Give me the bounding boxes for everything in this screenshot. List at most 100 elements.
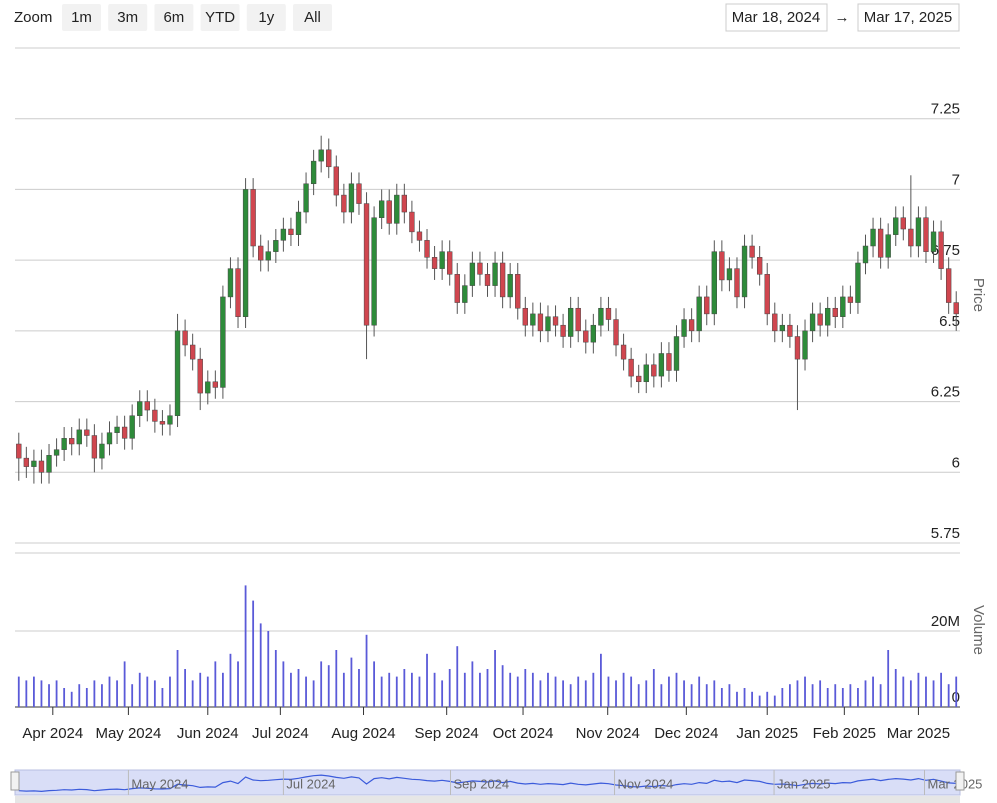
volume-bar [622,672,625,707]
candle-body [295,211,302,235]
candle-body [401,194,408,213]
candle-body [772,313,778,332]
volume-bar [501,665,504,707]
candle-body [923,217,929,252]
candle-body [900,217,906,230]
volume-bar [93,680,96,707]
volume-bar [819,680,822,707]
candle-body [560,324,566,337]
candle-body [182,330,188,346]
candle-body [144,401,150,411]
volume-bar [637,684,640,707]
volume-bar [773,695,776,707]
date-to-box[interactable] [857,3,960,32]
candle-body [704,296,710,315]
zoom-button[interactable] [246,4,286,31]
volume-bar [123,661,126,707]
volume-bar [411,672,413,707]
zoom-button[interactable] [108,4,148,31]
x-tick-label: Dec 2024 [654,725,718,742]
zoom-button-label[interactable]: All [304,9,321,26]
volume-bar [804,676,806,707]
volume-bar [940,672,942,707]
date-to[interactable]: Mar 17, 2025 [864,9,952,26]
zoom-button-label[interactable]: YTD [205,9,235,26]
candle-body [930,231,937,252]
x-tick-label: Jul 2024 [252,725,309,742]
volume-bar [342,672,345,707]
candle-body [613,319,619,346]
date-from-box[interactable] [725,3,828,32]
navigator-handle[interactable] [955,771,965,791]
volume-bar [690,684,693,707]
volume-bar [191,680,194,707]
navigator-label: Jan 2025 [777,776,831,791]
volume-bar [206,676,209,707]
y-tick-label: 6.25 [931,384,960,401]
candle-body [273,240,279,252]
zoom-button[interactable] [154,4,194,31]
candle-body [106,432,113,445]
candle-body [651,364,657,377]
volume-bar [698,676,701,707]
y-tick-label: 7 [952,171,960,188]
candle-body [764,274,770,315]
candle-body [522,307,528,326]
candle-body [908,228,914,247]
scrollbar[interactable] [15,796,960,803]
zoom-button[interactable] [62,4,101,31]
candle-body [378,200,385,218]
zoom-button[interactable] [200,4,240,31]
volume-bar [524,669,527,707]
volume-bar [358,669,360,707]
zoom-button-label[interactable]: 1m [71,9,92,26]
candle-body [341,194,347,213]
y-tick-label: 6 [952,454,960,471]
volume-bar [403,669,406,707]
candle-body [91,435,98,459]
volume-bar [554,676,557,707]
candle-body [658,353,665,377]
volume-bar [728,684,731,707]
volume-bar [630,676,633,707]
volume-bar [887,650,890,707]
candle-body [673,336,680,371]
candle-body [220,296,226,388]
volume-bar [456,646,459,707]
volume-bar [743,688,746,707]
candle-body [477,262,483,275]
volume-bar [85,688,88,707]
volume-bar [448,669,451,707]
volume-bar [373,661,375,707]
candle-body [121,426,128,439]
candle-body [809,313,816,332]
zoom-button-label[interactable]: 6m [163,9,184,26]
candle-body [575,307,581,332]
date-from[interactable]: Mar 18, 2024 [732,9,820,26]
volume-bar [252,600,255,707]
candle-body [492,262,498,286]
navigator-handle[interactable] [10,771,20,791]
zoom-button-label[interactable]: 3m [117,9,138,26]
zoom-button[interactable] [293,4,332,31]
volume-bar [222,672,224,707]
volume-bar [720,688,723,707]
candle-body [840,296,846,317]
candle-body [938,231,944,269]
volume-bar [388,672,391,707]
candle-body [643,364,649,383]
candle-body [424,240,430,258]
candle-body [84,429,90,436]
volume-bar [63,688,66,707]
zoom-button-label[interactable]: 1y [258,9,274,26]
candle-body [447,251,453,275]
volume-bar [214,661,217,707]
candle-body [583,330,589,343]
y-tick-label: 6.75 [931,242,960,259]
candle-body [734,268,740,298]
volume-bar [131,684,134,707]
volume-bar [917,672,920,707]
volume-bar [539,680,542,707]
volume-bar [751,691,753,707]
